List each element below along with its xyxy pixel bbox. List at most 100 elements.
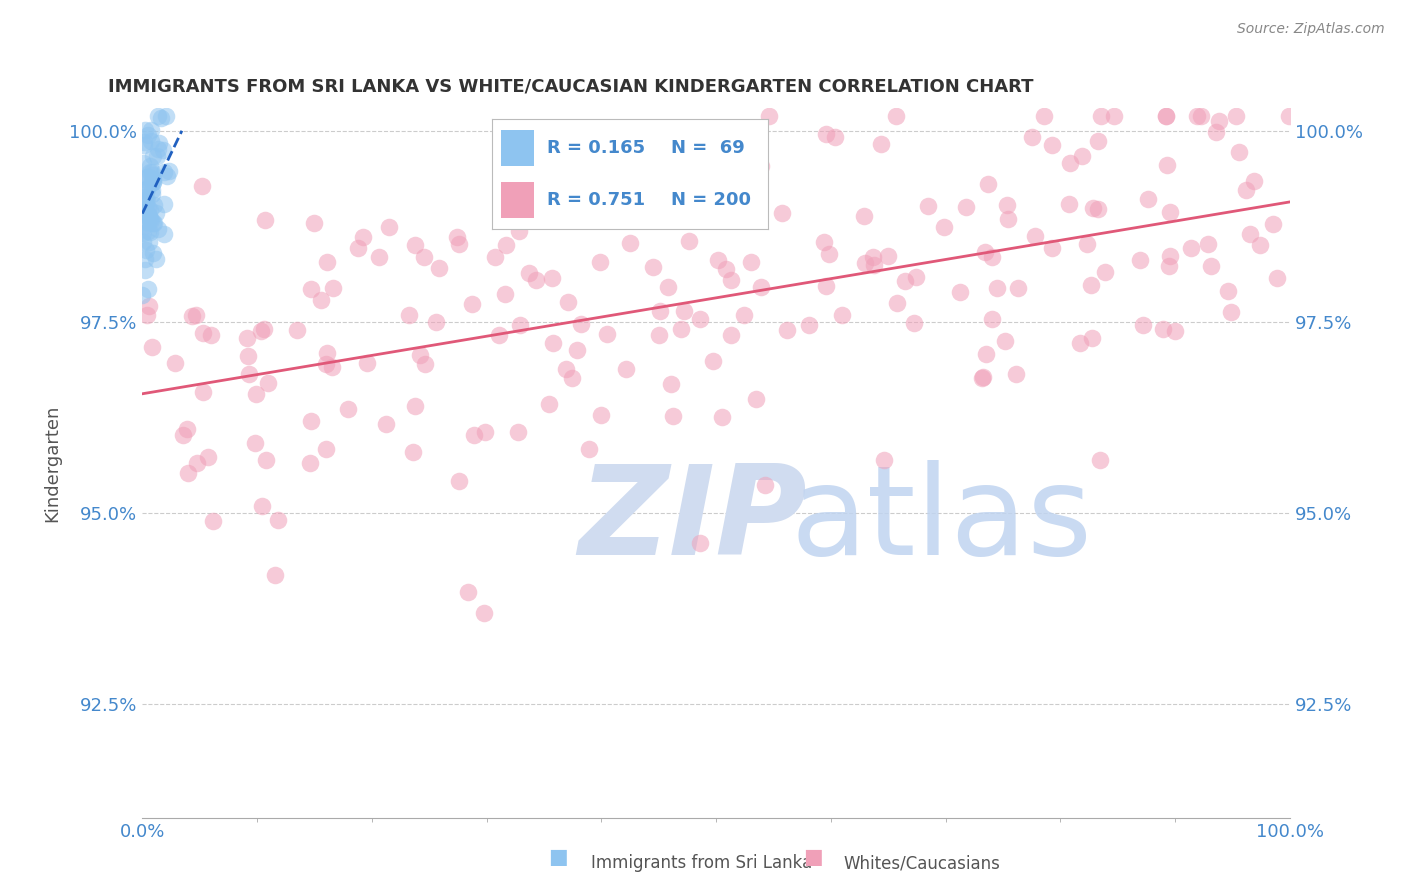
Point — [285, 323, 308, 337]
Text: Source: ZipAtlas.com: Source: ZipAtlas.com — [1237, 22, 1385, 37]
Point — [873, 453, 896, 467]
Point — [267, 512, 290, 526]
Point — [315, 345, 337, 359]
Point — [981, 312, 1004, 326]
Point — [197, 450, 219, 465]
Point — [191, 384, 214, 399]
Point — [488, 327, 510, 342]
Point — [662, 409, 685, 423]
Point — [368, 250, 391, 264]
Point — [494, 287, 516, 301]
Point — [132, 138, 155, 153]
Point — [409, 348, 432, 362]
Point — [243, 436, 266, 450]
Point — [150, 111, 173, 125]
Point — [863, 258, 886, 272]
Point — [135, 182, 157, 196]
Point — [413, 357, 436, 371]
Point — [974, 347, 997, 361]
Point — [1278, 109, 1301, 123]
Point — [202, 515, 225, 529]
Point — [870, 136, 893, 151]
Point — [543, 335, 565, 350]
Point — [1042, 137, 1064, 152]
Point — [1218, 284, 1240, 298]
Point — [157, 164, 180, 178]
Point — [619, 235, 641, 250]
Point — [352, 229, 374, 244]
Point — [134, 193, 156, 207]
Point — [135, 169, 157, 184]
Point — [142, 217, 165, 231]
Point — [948, 285, 970, 299]
Point — [309, 293, 332, 308]
Point — [1129, 253, 1152, 268]
Point — [180, 310, 202, 324]
Text: Whites/Caucasians: Whites/Caucasians — [844, 855, 1001, 872]
Point — [714, 262, 737, 277]
Point — [132, 235, 155, 249]
Point — [146, 221, 169, 235]
Point — [797, 318, 820, 332]
Point — [955, 200, 977, 214]
Point — [884, 109, 907, 123]
Point — [754, 477, 776, 491]
Point — [710, 410, 733, 425]
Point — [156, 169, 179, 183]
Point — [1094, 265, 1116, 279]
Point — [412, 250, 434, 264]
Point — [245, 387, 267, 401]
Point — [141, 184, 163, 198]
Point — [671, 322, 693, 336]
Point — [136, 215, 159, 229]
Text: Immigrants from Sri Lanka: Immigrants from Sri Lanka — [591, 855, 811, 872]
Point — [155, 109, 177, 123]
Point — [818, 247, 841, 261]
Point — [315, 442, 337, 456]
Point — [472, 606, 495, 620]
Point — [447, 236, 470, 251]
Point — [302, 216, 325, 230]
Point — [356, 356, 378, 370]
Point — [997, 211, 1019, 226]
Point — [427, 261, 450, 276]
Point — [402, 445, 425, 459]
Point — [672, 304, 695, 318]
Point — [1180, 241, 1202, 255]
Point — [1159, 204, 1181, 219]
Point — [934, 220, 956, 235]
Point — [138, 235, 160, 249]
Point — [1076, 236, 1098, 251]
Point — [702, 354, 724, 368]
Point — [1040, 241, 1063, 255]
Point — [1185, 109, 1208, 123]
Point — [139, 164, 162, 178]
Point — [136, 182, 159, 196]
Point — [134, 205, 156, 219]
Point — [145, 206, 167, 220]
Point — [495, 237, 517, 252]
Point — [815, 278, 838, 293]
Point — [1234, 183, 1257, 197]
Point — [135, 193, 157, 207]
Point — [540, 271, 562, 285]
Point — [139, 225, 162, 239]
Point — [641, 260, 664, 274]
Point — [720, 327, 742, 342]
Point — [578, 442, 600, 457]
Point — [707, 252, 730, 267]
Point — [146, 109, 169, 123]
Point — [152, 227, 174, 242]
Point — [508, 224, 530, 238]
Point — [141, 174, 163, 188]
Point — [538, 397, 561, 411]
Point — [1132, 318, 1154, 333]
Point — [135, 196, 157, 211]
Point — [689, 536, 711, 550]
Point — [134, 205, 156, 219]
Text: atlas: atlas — [790, 459, 1092, 581]
Point — [136, 224, 159, 238]
Point — [186, 309, 208, 323]
Point — [1227, 145, 1250, 159]
Point — [425, 315, 447, 329]
